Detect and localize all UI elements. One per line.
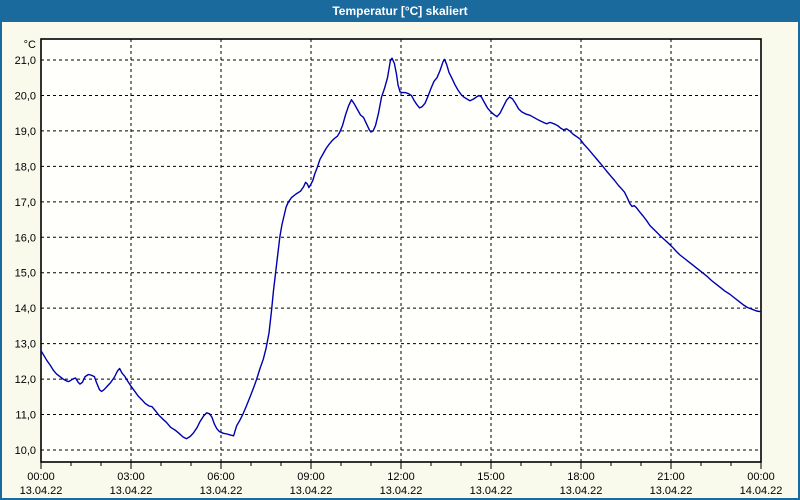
y-tick-label: 21,0 <box>15 55 36 67</box>
x-tick-date-label: 13.04.22 <box>20 485 63 497</box>
x-tick-date-label: 13.04.22 <box>560 485 603 497</box>
x-tick-time-label: 15:00 <box>477 471 505 483</box>
x-tick-time-label: 21:00 <box>657 471 685 483</box>
y-tick-label: 11,0 <box>15 410 36 422</box>
x-tick-date-label: 13.04.22 <box>200 485 243 497</box>
y-tick-label: 18,0 <box>15 161 36 173</box>
temperature-series-line <box>40 57 762 440</box>
y-tick-label: 13,0 <box>15 339 36 351</box>
temperature-line-chart: 21,0 20,0 19,0 18,0 17,0 16,0 15,0 14,0 13,0 12,0… <box>15 38 783 497</box>
x-tick-date-label: 13.04.22 <box>110 485 153 497</box>
y-tick-label: 20,0 <box>15 90 36 102</box>
x-tick-date-label: 14.04.22 <box>740 485 783 497</box>
window-title-bar: Temperatur [°C] skaliert <box>0 0 800 22</box>
x-tick-time-label: 12:00 <box>387 471 415 483</box>
chart-area: 21,0 20,0 19,0 18,0 17,0 16,0 15,0 14,0 13,0 12,0… <box>0 22 800 500</box>
y-tick-label: 15,0 <box>15 268 36 280</box>
y-tick-label: 12,0 <box>15 374 36 386</box>
x-tick-time-label: 00:00 <box>747 471 775 483</box>
x-tick-date-label: 13.04.22 <box>290 485 333 497</box>
y-tick-label: 10,0 <box>15 445 36 457</box>
x-tick-time-label: 09:00 <box>297 471 325 483</box>
window-title: Temperatur [°C] skaliert <box>332 4 468 18</box>
y-tick-label: 19,0 <box>15 126 36 138</box>
y-axis-unit-label: °C <box>24 39 36 51</box>
x-tick-date-label: 13.04.22 <box>380 485 423 497</box>
x-tick-date-label: 13.04.22 <box>470 485 513 497</box>
x-tick-date-label: 13.04.22 <box>650 485 693 497</box>
y-tick-label: 16,0 <box>15 232 36 244</box>
y-tick-label: 17,0 <box>15 197 36 209</box>
x-tick-time-label: 03:00 <box>117 471 145 483</box>
x-tick-time-label: 18:00 <box>567 471 595 483</box>
x-tick-time-label: 06:00 <box>207 471 235 483</box>
x-tick-time-label: 00:00 <box>27 471 55 483</box>
y-tick-label: 14,0 <box>15 303 36 315</box>
